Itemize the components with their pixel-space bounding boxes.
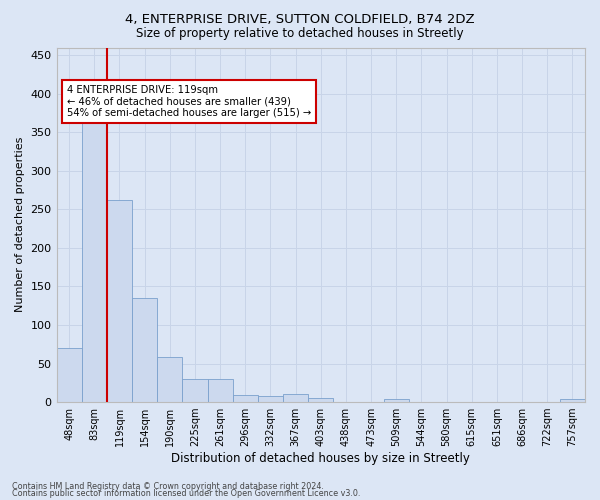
Y-axis label: Number of detached properties: Number of detached properties xyxy=(15,137,25,312)
Text: Contains HM Land Registry data © Crown copyright and database right 2024.: Contains HM Land Registry data © Crown c… xyxy=(12,482,324,491)
Bar xyxy=(157,358,182,402)
Bar xyxy=(56,348,82,402)
Text: 4, ENTERPRISE DRIVE, SUTTON COLDFIELD, B74 2DZ: 4, ENTERPRISE DRIVE, SUTTON COLDFIELD, B… xyxy=(125,12,475,26)
Bar xyxy=(283,394,308,402)
Bar xyxy=(132,298,157,402)
Bar xyxy=(258,396,283,402)
Text: 4 ENTERPRISE DRIVE: 119sqm
← 46% of detached houses are smaller (439)
54% of sem: 4 ENTERPRISE DRIVE: 119sqm ← 46% of deta… xyxy=(67,84,311,118)
Bar xyxy=(182,379,208,402)
Bar xyxy=(233,395,258,402)
Bar xyxy=(208,379,233,402)
Bar xyxy=(560,399,585,402)
Bar xyxy=(383,399,409,402)
Bar xyxy=(308,398,334,402)
Bar xyxy=(107,200,132,402)
Text: Size of property relative to detached houses in Streetly: Size of property relative to detached ho… xyxy=(136,28,464,40)
Bar xyxy=(82,110,107,402)
X-axis label: Distribution of detached houses by size in Streetly: Distribution of detached houses by size … xyxy=(172,452,470,465)
Text: Contains public sector information licensed under the Open Government Licence v3: Contains public sector information licen… xyxy=(12,490,361,498)
